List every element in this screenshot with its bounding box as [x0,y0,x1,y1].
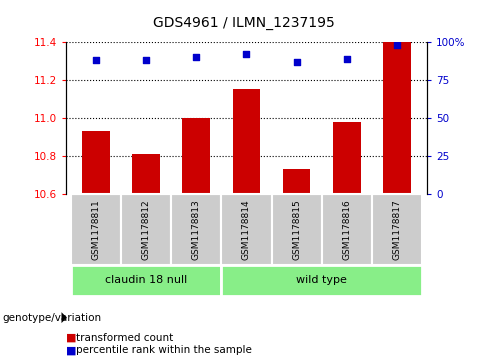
Bar [283,170,310,194]
Point [343,56,351,61]
Text: transformed count: transformed count [76,333,173,343]
Text: GSM1178813: GSM1178813 [192,199,201,260]
Text: percentile rank within the sample: percentile rank within the sample [76,345,251,355]
Bar [322,194,372,265]
Bar [372,194,422,265]
Bar [222,194,271,265]
Text: GSM1178815: GSM1178815 [292,199,301,260]
Bar [171,194,222,265]
Bar [222,265,422,296]
Polygon shape [61,312,67,323]
Bar [183,118,210,194]
Text: GSM1178812: GSM1178812 [142,199,151,260]
Text: wild type: wild type [296,276,347,285]
Point [92,57,100,63]
Bar [271,194,322,265]
Bar [82,131,110,194]
Bar [71,265,222,296]
Text: GSM1178814: GSM1178814 [242,199,251,260]
Bar [333,122,361,194]
Bar [233,89,260,194]
Bar [71,194,121,265]
Text: claudin 18 null: claudin 18 null [105,276,187,285]
Point [293,59,301,65]
Point [192,54,200,60]
Text: GSM1178817: GSM1178817 [392,199,402,260]
Point [243,51,250,57]
Text: ■: ■ [66,345,77,355]
Bar [132,154,160,194]
Bar [121,194,171,265]
Bar [383,42,411,194]
Text: GSM1178816: GSM1178816 [342,199,351,260]
Text: GSM1178811: GSM1178811 [91,199,101,260]
Point [142,57,150,63]
Text: genotype/variation: genotype/variation [2,313,102,323]
Text: GDS4961 / ILMN_1237195: GDS4961 / ILMN_1237195 [153,16,335,30]
Text: ■: ■ [66,333,77,343]
Point [393,42,401,48]
